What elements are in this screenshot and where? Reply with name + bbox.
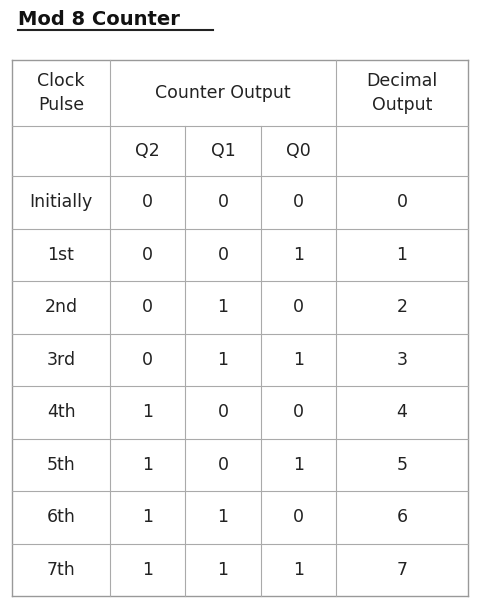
Text: 0: 0 — [142, 246, 153, 264]
Text: 7th: 7th — [47, 560, 75, 579]
Text: 1: 1 — [217, 508, 228, 526]
Text: Q0: Q0 — [286, 142, 311, 160]
Text: Clock
Pulse: Clock Pulse — [37, 72, 85, 114]
Text: 4: 4 — [396, 403, 408, 421]
Text: 1: 1 — [293, 456, 304, 474]
Text: 0: 0 — [142, 298, 153, 316]
Text: 1: 1 — [293, 560, 304, 579]
Text: 1: 1 — [293, 246, 304, 264]
Text: 5th: 5th — [47, 456, 75, 474]
Text: 1: 1 — [396, 246, 408, 264]
Text: 0: 0 — [293, 403, 304, 421]
Text: 6th: 6th — [47, 508, 75, 526]
Text: 1st: 1st — [48, 246, 74, 264]
Text: 2: 2 — [396, 298, 408, 316]
Text: 6: 6 — [396, 508, 408, 526]
Text: 2nd: 2nd — [45, 298, 78, 316]
Text: 1: 1 — [217, 560, 228, 579]
Text: 1: 1 — [142, 403, 153, 421]
Text: 1: 1 — [217, 351, 228, 369]
Text: Q1: Q1 — [211, 142, 235, 160]
Text: 1: 1 — [142, 508, 153, 526]
Text: 1: 1 — [142, 560, 153, 579]
Text: 0: 0 — [293, 193, 304, 211]
Text: 0: 0 — [142, 193, 153, 211]
Text: 3rd: 3rd — [47, 351, 75, 369]
Text: Q2: Q2 — [135, 142, 160, 160]
Text: Counter Output: Counter Output — [155, 84, 291, 102]
Text: Mod 8 Counter: Mod 8 Counter — [18, 10, 180, 29]
Text: 3: 3 — [396, 351, 408, 369]
Text: 0: 0 — [142, 351, 153, 369]
Text: 0: 0 — [217, 403, 228, 421]
Text: 0: 0 — [217, 456, 228, 474]
Text: 0: 0 — [293, 508, 304, 526]
Text: Decimal
Output: Decimal Output — [366, 72, 437, 114]
Text: 7: 7 — [396, 560, 408, 579]
Text: 1: 1 — [217, 298, 228, 316]
Text: 1: 1 — [142, 456, 153, 474]
Text: 5: 5 — [396, 456, 408, 474]
Text: 4th: 4th — [47, 403, 75, 421]
Text: 0: 0 — [217, 193, 228, 211]
Text: 1: 1 — [293, 351, 304, 369]
Text: 0: 0 — [396, 193, 408, 211]
Text: Initially: Initially — [29, 193, 93, 211]
Text: 0: 0 — [217, 246, 228, 264]
Text: 0: 0 — [293, 298, 304, 316]
